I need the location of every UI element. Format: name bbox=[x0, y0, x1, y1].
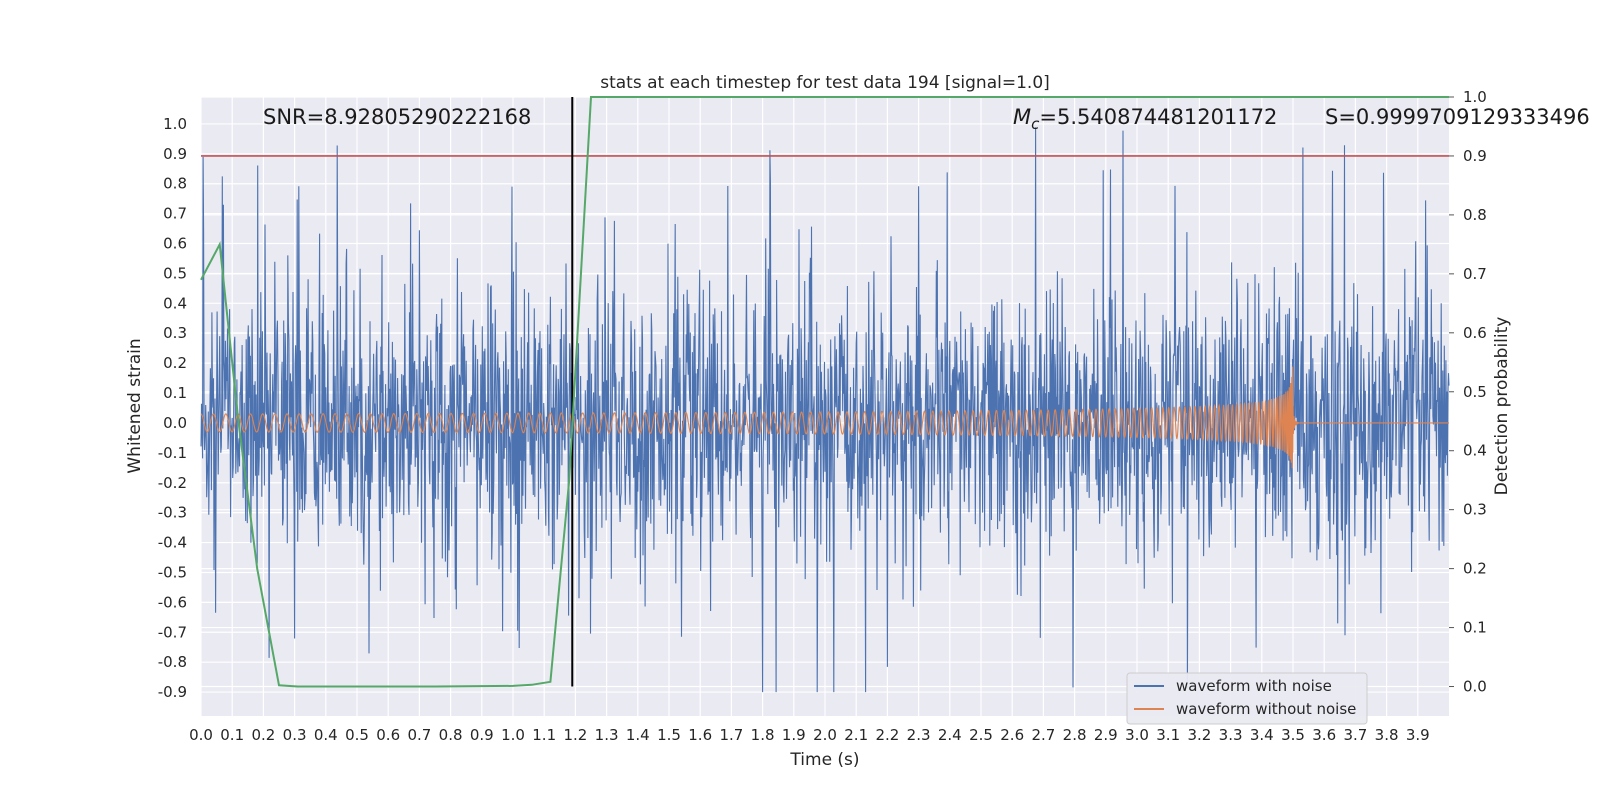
y-right-tick-label: 0.5 bbox=[1463, 383, 1487, 401]
chart-title: stats at each timestep for test data 194… bbox=[600, 73, 1050, 93]
y-axis-label-right: Detection probability bbox=[1492, 317, 1512, 496]
y-left-tick-label: -0.6 bbox=[158, 593, 187, 611]
series-waveform-with-noise bbox=[200, 127, 1450, 693]
y-right-tick-label: 0.7 bbox=[1463, 265, 1487, 283]
x-tick-label: 2.8 bbox=[1063, 726, 1087, 744]
x-tick-label: 3.1 bbox=[1156, 726, 1180, 744]
y-left-tick-label: -0.4 bbox=[158, 534, 187, 552]
x-tick-label: 0.9 bbox=[470, 726, 494, 744]
y-left-tick-label: 0.9 bbox=[163, 145, 187, 163]
x-tick-label: 2.3 bbox=[907, 726, 931, 744]
x-tick-label: 0.0 bbox=[189, 726, 213, 744]
y-left-tick-label: 0.6 bbox=[163, 235, 187, 253]
x-tick-label: 3.4 bbox=[1250, 726, 1274, 744]
x-tick-label: 1.8 bbox=[751, 726, 775, 744]
legend-label-clean: waveform without noise bbox=[1176, 700, 1356, 718]
x-tick-label: 2.5 bbox=[969, 726, 993, 744]
x-tick-label: 1.3 bbox=[595, 726, 619, 744]
x-tick-label: 0.2 bbox=[251, 726, 275, 744]
x-tick-label: 1.5 bbox=[657, 726, 681, 744]
x-tick-label: 0.4 bbox=[314, 726, 338, 744]
x-tick-label: 1.9 bbox=[782, 726, 806, 744]
x-tick-label: 2.9 bbox=[1094, 726, 1118, 744]
y-left-tick-label: 0.5 bbox=[163, 264, 187, 282]
series-waveform-without-noise bbox=[200, 366, 1449, 469]
x-tick-labels: 0.0 0.1 0.2 0.3 0.4 0.5 0.6 0.7 0.8 0.9 1.0 1.1 1.2 1… bbox=[189, 726, 1430, 744]
y-left-tick-label: -0.9 bbox=[158, 683, 187, 701]
y-left-tick-labels: 1.0 0.9 0.8 0.7 0.6 0.5 0.4 0.3 0.2 0.1 0.0 -0.1 -0.… bbox=[158, 115, 187, 701]
x-tick-label: 3.5 bbox=[1281, 726, 1305, 744]
y-right-tick-label: 0.4 bbox=[1463, 442, 1487, 460]
y-left-tick-label: 0.3 bbox=[163, 324, 187, 342]
x-tick-label: 1.0 bbox=[501, 726, 525, 744]
x-tick-label: 0.5 bbox=[345, 726, 369, 744]
y-right-tick-label: 1.0 bbox=[1463, 88, 1487, 106]
series-detection-probability bbox=[200, 96, 1449, 688]
x-tick-label: 1.6 bbox=[688, 726, 712, 744]
y-left-tick-label: 1.0 bbox=[163, 115, 187, 133]
x-tick-label: 1.1 bbox=[532, 726, 556, 744]
x-axis-label: Time (s) bbox=[789, 750, 859, 770]
x-tick-label: 3.2 bbox=[1187, 726, 1211, 744]
x-tick-label: 0.6 bbox=[376, 726, 400, 744]
x-tick-label: 1.2 bbox=[563, 726, 587, 744]
x-tick-label: 3.6 bbox=[1312, 726, 1336, 744]
x-tick-label: 3.9 bbox=[1406, 726, 1430, 744]
x-tick-label: 2.6 bbox=[1000, 726, 1024, 744]
x-tick-label: 0.7 bbox=[407, 726, 431, 744]
x-tick-label: 3.7 bbox=[1343, 726, 1367, 744]
y-left-tick-label: 0.8 bbox=[163, 175, 187, 193]
y-left-tick-label: 0.1 bbox=[163, 384, 187, 402]
y-left-tick-label: -0.2 bbox=[158, 474, 187, 492]
y-right-tick-label: 0.0 bbox=[1463, 678, 1487, 696]
y-left-tick-label: -0.8 bbox=[158, 653, 187, 671]
y-left-tick-label: -0.3 bbox=[158, 504, 187, 522]
y-left-tick-label: -0.5 bbox=[158, 563, 187, 581]
x-tick-label: 0.1 bbox=[220, 726, 244, 744]
y-left-tick-label: 0.2 bbox=[163, 354, 187, 372]
legend-box bbox=[1126, 672, 1368, 725]
y-right-tick-label: 0.9 bbox=[1463, 147, 1487, 165]
x-tick-label: 0.3 bbox=[283, 726, 307, 744]
x-tick-label: 2.7 bbox=[1031, 726, 1055, 744]
y-left-tick-label: -0.1 bbox=[158, 444, 187, 462]
x-tick-label: 3.3 bbox=[1219, 726, 1243, 744]
x-tick-label: 3.8 bbox=[1375, 726, 1399, 744]
legend: waveform with noise waveform without noi… bbox=[1126, 672, 1368, 725]
y-right-tick-label: 0.6 bbox=[1463, 324, 1487, 342]
chirp-mass-annotation: Mc=5.540874481201172 bbox=[1013, 105, 1277, 133]
x-tick-label: 2.0 bbox=[813, 726, 837, 744]
x-tick-label: 2.1 bbox=[844, 726, 868, 744]
score-annotation: S=0.9999709129333496 bbox=[1325, 105, 1590, 129]
x-tick-label: 0.8 bbox=[439, 726, 463, 744]
y-right-tick-label: 0.8 bbox=[1463, 206, 1487, 224]
y-right-tick-labels: 1.0 0.9 0.8 0.7 0.6 0.5 0.4 0.3 0.2 0.1 0.0 bbox=[1463, 88, 1487, 696]
y-left-tick-label: 0.7 bbox=[163, 205, 187, 223]
legend-label-noise: waveform with noise bbox=[1176, 677, 1332, 695]
x-tick-label: 2.2 bbox=[875, 726, 899, 744]
y-right-tick-label: 0.3 bbox=[1463, 501, 1487, 519]
y-left-tick-label: 0.0 bbox=[163, 414, 187, 432]
x-tick-label: 2.4 bbox=[938, 726, 962, 744]
y-right-tick-label: 0.2 bbox=[1463, 560, 1487, 578]
x-tick-label: 1.4 bbox=[626, 726, 650, 744]
y-left-tick-label: 0.4 bbox=[163, 294, 187, 312]
y-left-tick-label: -0.7 bbox=[158, 623, 187, 641]
x-tick-label: 3.0 bbox=[1125, 726, 1149, 744]
snr-annotation: SNR=8.92805290222168 bbox=[263, 105, 531, 129]
y-right-tick-label: 0.1 bbox=[1463, 619, 1487, 637]
y-axis-label-left: Whitened strain bbox=[125, 338, 145, 473]
x-tick-label: 1.7 bbox=[719, 726, 743, 744]
